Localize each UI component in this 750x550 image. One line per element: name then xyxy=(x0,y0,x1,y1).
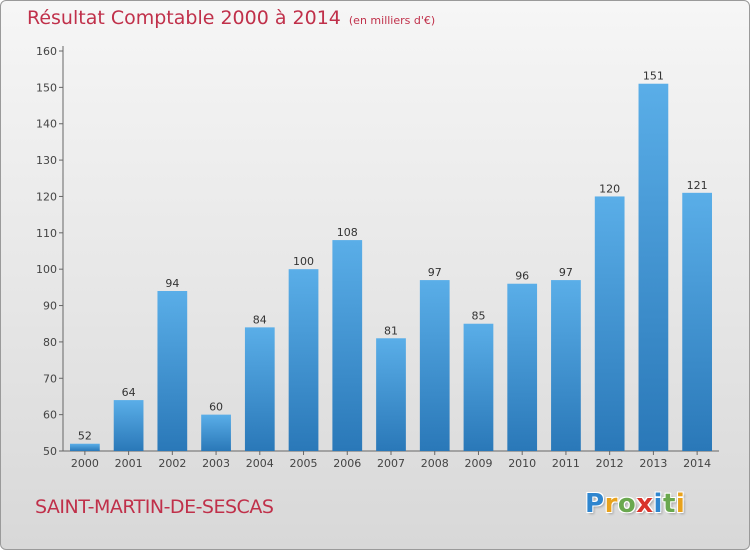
x-tick-label-2009: 2009 xyxy=(464,457,492,470)
title-row: Résultat Comptable 2000 à 2014 (en millie… xyxy=(27,7,435,29)
x-tick-label-2004: 2004 xyxy=(246,457,274,470)
data-label-2007: 81 xyxy=(384,324,398,337)
x-tick-label-2010: 2010 xyxy=(508,457,536,470)
data-label-2012: 120 xyxy=(599,182,620,195)
data-label-2009: 85 xyxy=(471,310,485,323)
logo-letter: t xyxy=(662,489,676,519)
y-tick-label: 50 xyxy=(43,445,57,458)
bar-2008 xyxy=(419,280,450,451)
bar-2000 xyxy=(69,443,100,451)
data-label-2003: 60 xyxy=(209,401,223,414)
y-tick-label: 90 xyxy=(43,300,57,313)
bar-2011 xyxy=(551,280,581,451)
logo-letter: P xyxy=(585,489,605,519)
y-tick-label: 140 xyxy=(36,118,57,131)
x-tick-label-2014: 2014 xyxy=(683,457,711,470)
y-tick-label: 80 xyxy=(43,336,57,349)
chart-title: Résultat Comptable 2000 à 2014 xyxy=(27,7,341,29)
x-tick-label-2002: 2002 xyxy=(158,457,186,470)
x-tick-label-2003: 2003 xyxy=(202,457,230,470)
x-tick-label-2008: 2008 xyxy=(421,457,449,470)
y-tick-label: 150 xyxy=(36,81,57,94)
bar-2010 xyxy=(507,283,538,451)
y-tick-label: 100 xyxy=(36,263,57,276)
y-tick-label: 70 xyxy=(43,372,57,385)
logo-letter: i xyxy=(653,489,663,519)
bar-2014 xyxy=(682,192,713,451)
x-tick-label-2006: 2006 xyxy=(333,457,361,470)
x-tick-label-2000: 2000 xyxy=(71,457,99,470)
bar-2007 xyxy=(376,338,406,451)
logo-letter: r xyxy=(604,489,618,519)
y-tick-label: 160 xyxy=(36,45,57,58)
x-tick-label-2012: 2012 xyxy=(596,457,624,470)
data-label-2011: 97 xyxy=(559,266,573,279)
y-tick-label: 130 xyxy=(36,154,57,167)
y-tick-label: 120 xyxy=(36,190,57,203)
bar-value-labels: 52 64 94 60 84 100 108 81 97 85 96 97 120 151 121 xyxy=(78,70,708,443)
data-label-2008: 97 xyxy=(428,266,442,279)
x-tick-label-2005: 2005 xyxy=(290,457,318,470)
data-label-2001: 64 xyxy=(122,386,136,399)
bars xyxy=(69,83,713,452)
logo-letter: o xyxy=(617,489,637,519)
x-tick-label-2007: 2007 xyxy=(377,457,405,470)
bar-2006 xyxy=(332,240,363,451)
proxiti-logo: Proxiti xyxy=(585,489,685,519)
y-tick-label: 110 xyxy=(36,227,57,240)
bar-2003 xyxy=(201,414,231,451)
data-label-2004: 84 xyxy=(253,313,267,326)
bar-2001 xyxy=(113,400,144,451)
data-label-2010: 96 xyxy=(515,270,529,283)
commune-name: SAINT-MARTIN-DE-SESCAS xyxy=(35,496,274,518)
y-tick-label: 60 xyxy=(43,409,57,422)
bar-2012 xyxy=(594,196,625,451)
logo-letter: i xyxy=(675,489,686,519)
bar-2002 xyxy=(157,291,188,451)
data-label-2014: 121 xyxy=(687,179,708,192)
bar-2004 xyxy=(244,327,275,451)
bar-2009 xyxy=(463,323,494,451)
bar-2013 xyxy=(638,83,669,452)
chart-subtitle: (en milliers d'€) xyxy=(348,14,436,27)
logo-letter: x xyxy=(636,489,654,519)
data-label-2002: 94 xyxy=(165,277,179,290)
data-label-2013: 151 xyxy=(643,70,664,83)
bar-2005 xyxy=(288,269,319,451)
x-tick-label-2011: 2011 xyxy=(552,457,580,470)
x-tick-label-2001: 2001 xyxy=(115,457,143,470)
data-label-2000: 52 xyxy=(78,430,92,443)
data-label-2005: 100 xyxy=(293,255,314,268)
data-label-2006: 108 xyxy=(337,226,358,239)
x-tick-label-2013: 2013 xyxy=(639,457,667,470)
